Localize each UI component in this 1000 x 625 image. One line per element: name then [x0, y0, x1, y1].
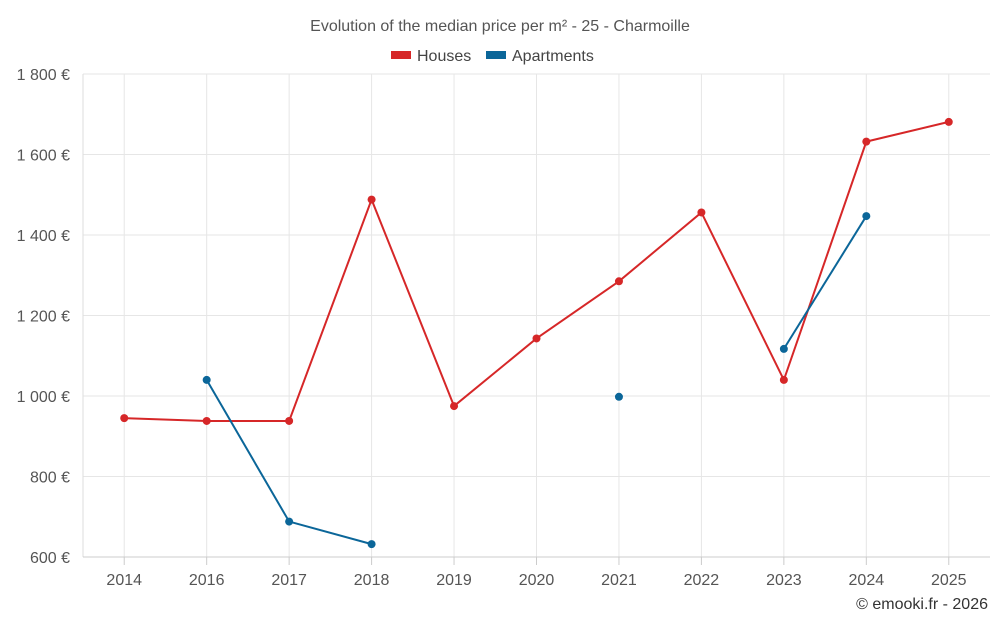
x-tick-label: 2022 [684, 572, 720, 589]
x-tick-label: 2024 [849, 572, 885, 589]
y-tick-label: 1 200 € [17, 309, 70, 326]
y-tick-label: 1 400 € [17, 228, 70, 245]
data-point-houses-2017[interactable] [285, 416, 294, 425]
x-tick-label: 2023 [766, 572, 802, 589]
y-tick-label: 1 600 € [17, 148, 70, 165]
legend-swatch-houses[interactable] [391, 51, 411, 59]
data-point-houses-2023[interactable] [779, 375, 788, 384]
series-layer [120, 117, 953, 549]
grid [82, 73, 990, 558]
data-point-houses-2018[interactable] [367, 195, 376, 204]
x-tick-label: 2021 [601, 572, 637, 589]
x-tick-label: 2020 [519, 572, 555, 589]
data-point-houses-2020[interactable] [532, 334, 541, 343]
y-axis: 600 € 800 € 1 000 € 1 200 € 1 400 € 1 600 € 1 … [17, 67, 70, 567]
series-line-apartments [783, 215, 868, 350]
data-point-apartments-2021[interactable] [614, 392, 623, 401]
legend-label-houses[interactable]: Houses [417, 48, 471, 65]
y-tick-label: 600 € [30, 550, 70, 567]
x-tick-label: 2025 [931, 572, 967, 589]
legend-label-apartments[interactable]: Apartments [512, 48, 594, 65]
y-tick-label: 1 800 € [17, 67, 70, 84]
data-point-houses-2025[interactable] [944, 117, 953, 126]
data-point-apartments-2023[interactable] [779, 344, 788, 353]
series-apartments [202, 212, 871, 549]
data-point-apartments-2016[interactable] [202, 375, 211, 384]
x-tick-label: 2017 [271, 572, 307, 589]
legend-swatch-apartments[interactable] [486, 51, 506, 59]
x-tick-label: 2018 [354, 572, 390, 589]
data-point-apartments-2018[interactable] [367, 540, 376, 549]
y-tick-label: 800 € [30, 470, 70, 487]
data-point-houses-2021[interactable] [614, 277, 623, 286]
data-point-houses-2016[interactable] [202, 416, 211, 425]
data-point-houses-2022[interactable] [697, 208, 706, 217]
data-point-apartments-2024[interactable] [862, 212, 871, 221]
chart-title: Evolution of the median price per m² - 2… [310, 18, 690, 35]
credit-text: © emooki.fr - 2026 [856, 596, 988, 613]
x-tick-label: 2019 [436, 572, 472, 589]
x-axis: 2014 2016 2017 2018 2019 2020 2021 2022 2023 2024… [106, 557, 967, 589]
y-tick-label: 1 000 € [17, 389, 70, 406]
data-point-houses-2024[interactable] [862, 137, 871, 146]
legend: Houses Apartments [391, 48, 594, 65]
x-tick-label: 2016 [189, 572, 225, 589]
data-point-houses-2014[interactable] [120, 414, 129, 423]
x-tick-label: 2014 [106, 572, 142, 589]
data-point-houses-2019[interactable] [450, 402, 459, 411]
series-houses [120, 117, 953, 425]
data-point-apartments-2017[interactable] [285, 517, 294, 526]
